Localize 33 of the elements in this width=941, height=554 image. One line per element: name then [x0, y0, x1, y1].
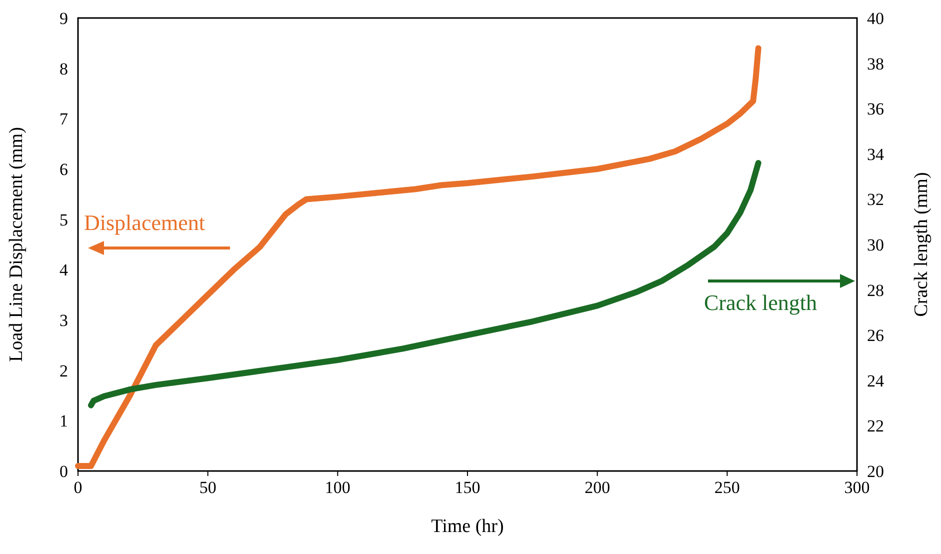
y2-tick-label: 24: [867, 371, 884, 390]
y-tick-label: 3: [60, 311, 68, 330]
y-tick-label: 8: [60, 59, 68, 78]
y2-tick-label: 32: [867, 190, 884, 210]
x-tick-label: 300: [844, 478, 870, 497]
y2-tick-label: 38: [867, 54, 884, 74]
x-tick-label: 50: [199, 478, 216, 497]
x-tick-label: 200: [584, 478, 610, 497]
y-tick-label: 1: [60, 412, 68, 431]
y-tick-label: 0: [60, 462, 68, 481]
x-tick-label: 0: [74, 478, 82, 497]
y-tick-label: 6: [60, 160, 68, 179]
annotation: Displacement: [84, 210, 205, 235]
y2-tick-label: 40: [867, 9, 884, 28]
x-axis-title: Time (hr): [431, 516, 504, 537]
y2-tick-label: 22: [867, 416, 884, 436]
y2-tick-label: 28: [867, 280, 884, 300]
y2-tick-label: 36: [867, 100, 884, 119]
y-tick-label: 7: [60, 110, 68, 129]
x-tick-label: 250: [714, 478, 740, 497]
x-tick-label: 150: [454, 478, 480, 497]
annotation: Crack length: [704, 290, 818, 315]
x-tick-label: 100: [324, 478, 350, 497]
y2-tick-label: 26: [867, 326, 884, 346]
y2-tick-label: 30: [867, 236, 884, 254]
y-tick-label: 5: [60, 210, 68, 230]
y-tick-label: 2: [60, 361, 68, 380]
y2-axis-title: Crack length (mm): [911, 172, 932, 317]
y-axis-title: Load Line Displacement (mm): [6, 127, 27, 362]
y-tick-label: 9: [60, 9, 68, 28]
y2-tick-label: 20: [867, 462, 884, 481]
y-tick-label: 4: [60, 260, 68, 280]
y2-tick-label: 34: [867, 144, 884, 164]
